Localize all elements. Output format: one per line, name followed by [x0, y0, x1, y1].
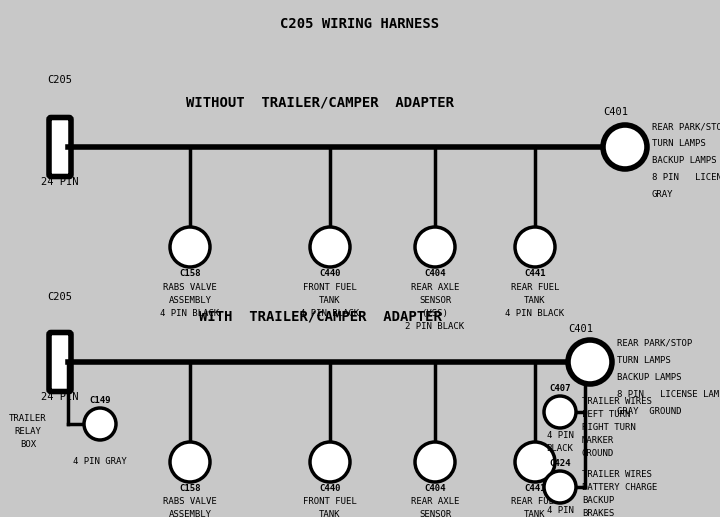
Text: 2 PIN BLACK: 2 PIN BLACK	[405, 322, 464, 331]
Circle shape	[544, 396, 576, 428]
Text: C205: C205	[48, 292, 73, 302]
Text: MARKER: MARKER	[582, 436, 614, 445]
Circle shape	[544, 471, 576, 503]
Text: FRONT FUEL: FRONT FUEL	[303, 497, 357, 506]
Text: RABS VALVE: RABS VALVE	[163, 497, 217, 506]
Text: 4 PIN: 4 PIN	[546, 506, 573, 515]
Text: WITHOUT  TRAILER/CAMPER  ADAPTER: WITHOUT TRAILER/CAMPER ADAPTER	[186, 95, 454, 109]
Circle shape	[310, 442, 350, 482]
Text: TURN LAMPS: TURN LAMPS	[652, 139, 706, 148]
Text: RABS VALVE: RABS VALVE	[163, 283, 217, 292]
Circle shape	[515, 227, 555, 267]
Text: FRONT FUEL: FRONT FUEL	[303, 283, 357, 292]
Text: BLACK: BLACK	[546, 444, 573, 453]
Text: REAR PARK/STOP: REAR PARK/STOP	[617, 339, 692, 348]
Text: 4 PIN BLACK: 4 PIN BLACK	[300, 309, 359, 318]
Text: REAR FUEL: REAR FUEL	[510, 497, 559, 506]
Text: REAR PARK/STOP: REAR PARK/STOP	[652, 122, 720, 131]
Text: REAR FUEL: REAR FUEL	[510, 283, 559, 292]
Text: C404: C404	[424, 269, 446, 278]
Text: BRAKES: BRAKES	[582, 509, 614, 517]
Text: TURN LAMPS: TURN LAMPS	[617, 356, 671, 365]
Text: C158: C158	[179, 269, 201, 278]
Text: C404: C404	[424, 484, 446, 493]
Text: 4 PIN GRAY: 4 PIN GRAY	[73, 457, 127, 466]
Text: 24 PIN: 24 PIN	[41, 177, 78, 187]
Text: LEFT TURN: LEFT TURN	[582, 410, 631, 419]
Text: TRAILER: TRAILER	[9, 414, 47, 423]
Text: RIGHT TURN: RIGHT TURN	[582, 423, 636, 432]
Text: 8 PIN   LICENSE LAMPS: 8 PIN LICENSE LAMPS	[617, 390, 720, 399]
Text: BOX: BOX	[20, 440, 36, 449]
Text: TANK: TANK	[319, 510, 341, 517]
Text: TANK: TANK	[524, 510, 546, 517]
Text: REAR AXLE: REAR AXLE	[411, 497, 459, 506]
Circle shape	[415, 442, 455, 482]
Text: C401: C401	[603, 107, 629, 117]
Text: TANK: TANK	[524, 296, 546, 305]
Text: C149: C149	[89, 396, 111, 405]
Text: BACKUP: BACKUP	[582, 496, 614, 505]
Text: REAR AXLE: REAR AXLE	[411, 283, 459, 292]
Text: C205 WIRING HARNESS: C205 WIRING HARNESS	[280, 17, 440, 31]
Text: GRAY  GROUND: GRAY GROUND	[617, 407, 682, 416]
Text: ASSEMBLY: ASSEMBLY	[168, 510, 212, 517]
Text: (VSS): (VSS)	[422, 309, 449, 318]
Text: BACKUP LAMPS: BACKUP LAMPS	[652, 156, 716, 165]
Circle shape	[415, 227, 455, 267]
Text: SENSOR: SENSOR	[419, 296, 451, 305]
FancyBboxPatch shape	[49, 117, 71, 176]
Text: 24 PIN: 24 PIN	[41, 392, 78, 402]
Text: C441: C441	[524, 269, 546, 278]
Text: BATTERY CHARGE: BATTERY CHARGE	[582, 483, 657, 492]
Text: C401: C401	[569, 324, 593, 334]
Text: 8 PIN   LICENSE LAMPS: 8 PIN LICENSE LAMPS	[652, 173, 720, 182]
Text: WITH  TRAILER/CAMPER  ADAPTER: WITH TRAILER/CAMPER ADAPTER	[199, 310, 441, 324]
Text: C440: C440	[319, 269, 341, 278]
Circle shape	[170, 227, 210, 267]
Circle shape	[603, 125, 647, 169]
Text: 4 PIN BLACK: 4 PIN BLACK	[161, 309, 220, 318]
Text: C441: C441	[524, 484, 546, 493]
Text: 4 PIN: 4 PIN	[546, 431, 573, 440]
Text: RELAY: RELAY	[14, 427, 42, 436]
Text: 4 PIN BLACK: 4 PIN BLACK	[505, 309, 564, 318]
Text: GRAY: GRAY	[652, 190, 673, 199]
Text: C158: C158	[179, 484, 201, 493]
Circle shape	[515, 442, 555, 482]
Circle shape	[170, 442, 210, 482]
Text: SENSOR: SENSOR	[419, 510, 451, 517]
Text: C205: C205	[48, 75, 73, 85]
Text: GROUND: GROUND	[582, 449, 614, 458]
Text: BACKUP LAMPS: BACKUP LAMPS	[617, 373, 682, 382]
FancyBboxPatch shape	[49, 332, 71, 391]
Circle shape	[568, 340, 612, 384]
Text: C424: C424	[549, 459, 571, 468]
Text: TANK: TANK	[319, 296, 341, 305]
Text: C407: C407	[549, 384, 571, 393]
Circle shape	[84, 408, 116, 440]
Text: ASSEMBLY: ASSEMBLY	[168, 296, 212, 305]
Text: TRAILER WIRES: TRAILER WIRES	[582, 397, 652, 406]
Text: C440: C440	[319, 484, 341, 493]
Circle shape	[310, 227, 350, 267]
Text: TRAILER WIRES: TRAILER WIRES	[582, 470, 652, 479]
